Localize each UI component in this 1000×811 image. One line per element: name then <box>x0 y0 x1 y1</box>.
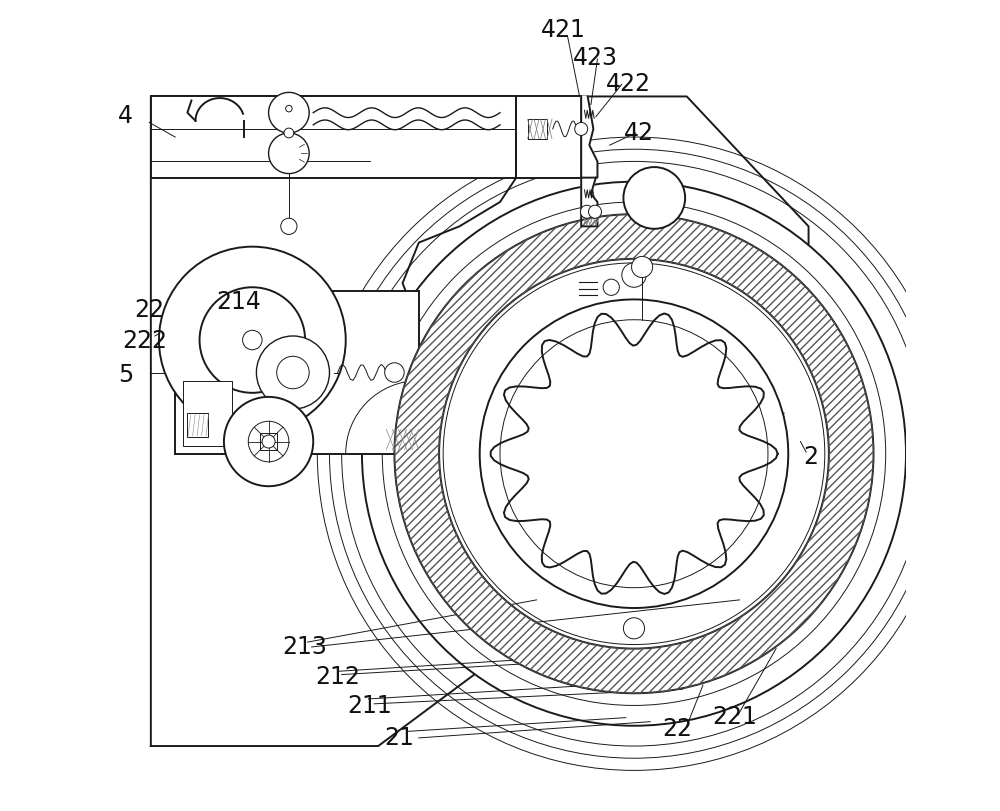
Circle shape <box>248 422 289 462</box>
Text: 212: 212 <box>315 664 360 688</box>
Text: 421: 421 <box>541 18 585 41</box>
Circle shape <box>623 618 645 639</box>
Circle shape <box>262 436 275 448</box>
Circle shape <box>256 337 329 410</box>
Circle shape <box>284 129 294 139</box>
Circle shape <box>575 123 588 136</box>
Circle shape <box>286 106 292 113</box>
Circle shape <box>385 363 404 383</box>
Circle shape <box>589 206 602 219</box>
Text: 423: 423 <box>573 46 618 70</box>
Text: 221: 221 <box>713 705 758 728</box>
Text: 222: 222 <box>122 328 167 352</box>
Circle shape <box>623 168 685 230</box>
Bar <box>260 434 277 450</box>
Polygon shape <box>151 97 809 746</box>
Bar <box>151 97 516 178</box>
Circle shape <box>622 264 646 288</box>
Polygon shape <box>491 314 778 594</box>
Text: 213: 213 <box>282 634 327 658</box>
Text: 5: 5 <box>118 363 134 386</box>
Wedge shape <box>394 215 874 693</box>
Text: 21: 21 <box>385 726 415 749</box>
Bar <box>175 292 419 454</box>
Text: 22: 22 <box>135 298 165 321</box>
Circle shape <box>603 280 619 296</box>
Circle shape <box>233 435 247 449</box>
Bar <box>528 120 547 139</box>
Circle shape <box>159 247 346 434</box>
Text: 211: 211 <box>347 693 392 717</box>
Circle shape <box>269 93 309 134</box>
Bar <box>183 381 232 446</box>
Circle shape <box>277 357 309 389</box>
Text: 22: 22 <box>662 717 692 740</box>
Circle shape <box>580 206 593 219</box>
Circle shape <box>281 219 297 235</box>
Polygon shape <box>581 97 597 178</box>
Circle shape <box>269 134 309 174</box>
Text: 4: 4 <box>118 105 133 128</box>
Circle shape <box>632 257 653 278</box>
Bar <box>516 97 581 178</box>
Circle shape <box>362 182 906 726</box>
Text: 214: 214 <box>216 290 261 313</box>
Bar <box>187 414 208 438</box>
Polygon shape <box>581 178 597 227</box>
Text: 422: 422 <box>606 72 651 96</box>
Circle shape <box>480 300 788 608</box>
Circle shape <box>243 331 262 350</box>
Circle shape <box>200 288 305 393</box>
Circle shape <box>224 397 313 487</box>
Text: 42: 42 <box>624 121 654 144</box>
Text: 2: 2 <box>804 445 819 469</box>
